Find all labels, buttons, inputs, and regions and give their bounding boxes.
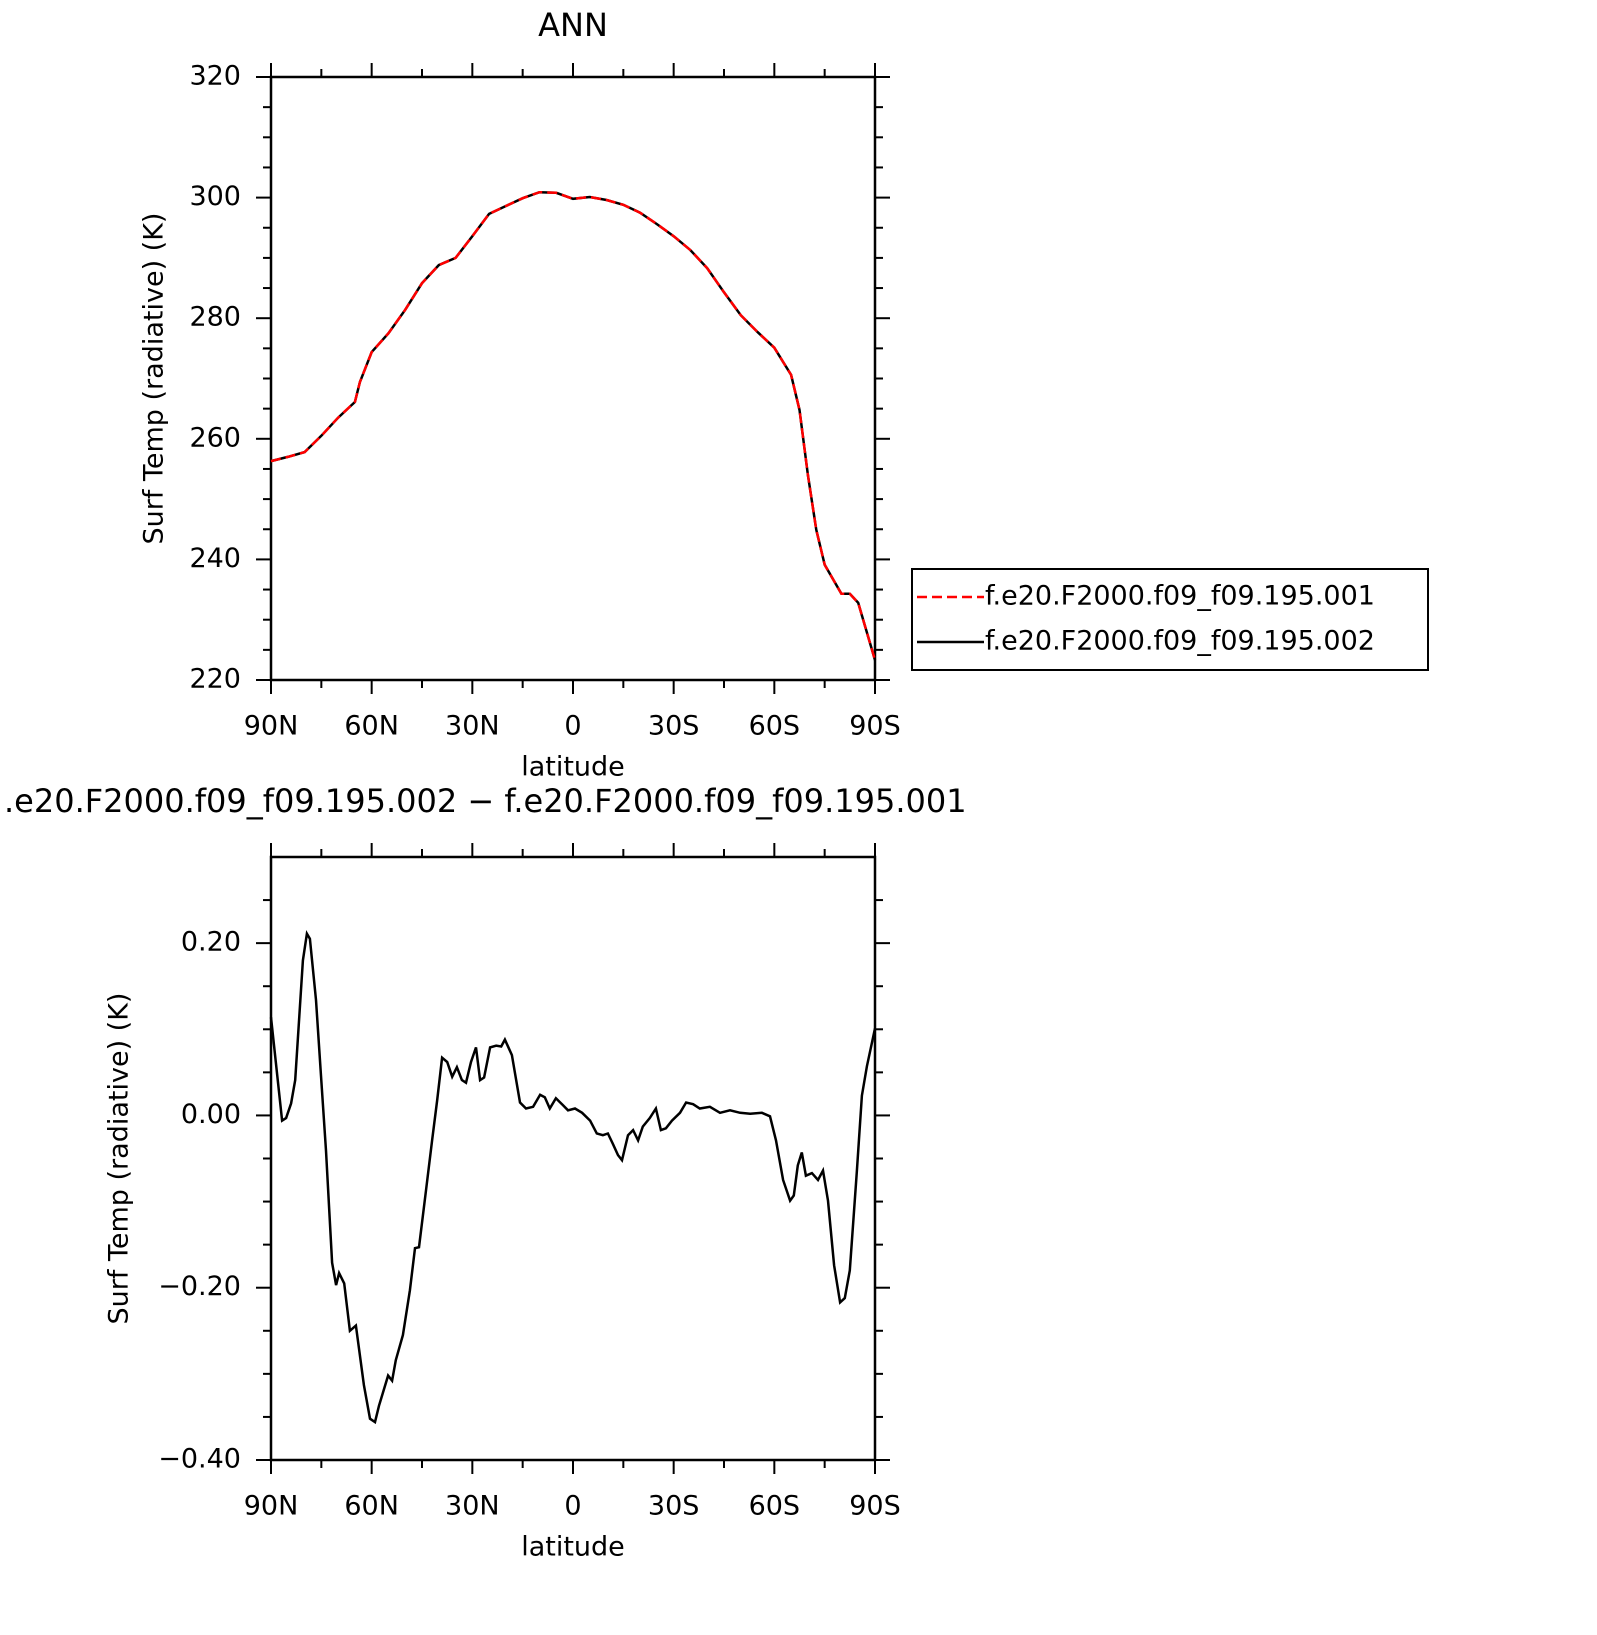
x-axis-label: latitude (521, 1532, 625, 1563)
x-tick-label: 30N (445, 1491, 500, 1522)
x-tick-label: 60N (344, 711, 399, 742)
y-tick-label: 260 (189, 422, 241, 453)
x-tick-label: 60N (344, 1491, 399, 1522)
series-line (270, 190, 877, 661)
x-tick-label: 0 (564, 711, 581, 742)
chart-title: ANN (538, 6, 608, 44)
legend-label: f.e20.F2000.f09_f09.195.001 (985, 581, 1375, 612)
x-tick-label: 90S (849, 711, 901, 742)
x-tick-label: 30S (648, 1491, 700, 1522)
y-tick-label: 0.20 (181, 927, 241, 958)
y-tick-label: 320 (189, 61, 241, 92)
x-axis-label: latitude (521, 752, 625, 783)
x-tick-label: 90S (849, 1491, 901, 1522)
y-tick-label: 240 (189, 543, 241, 574)
x-tick-label: 90N (244, 1491, 299, 1522)
y-tick-label: 220 (189, 664, 241, 695)
y-tick-label: 300 (189, 181, 241, 212)
chart-title: .e20.F2000.f09_f09.195.002 − f.e20.F2000… (4, 782, 967, 820)
x-tick-label: 90N (244, 711, 299, 742)
x-tick-label: 60S (749, 1491, 801, 1522)
y-axis-label: Surf Temp (radiative) (K) (139, 213, 170, 545)
series-line (270, 190, 877, 661)
y-tick-label: −0.20 (158, 1271, 241, 1302)
x-tick-label: 0 (564, 1491, 581, 1522)
x-tick-label: 30S (648, 711, 700, 742)
legend-box (911, 568, 1429, 671)
x-tick-label: 30N (445, 711, 500, 742)
x-tick-label: 60S (749, 711, 801, 742)
y-axis-label: Surf Temp (radiative) (K) (104, 993, 135, 1325)
y-tick-label: −0.40 (158, 1444, 241, 1475)
series-line (269, 930, 877, 1425)
legend-label: f.e20.F2000.f09_f09.195.002 (985, 626, 1375, 657)
y-tick-label: 280 (189, 302, 241, 333)
y-tick-label: 0.00 (181, 1099, 241, 1130)
